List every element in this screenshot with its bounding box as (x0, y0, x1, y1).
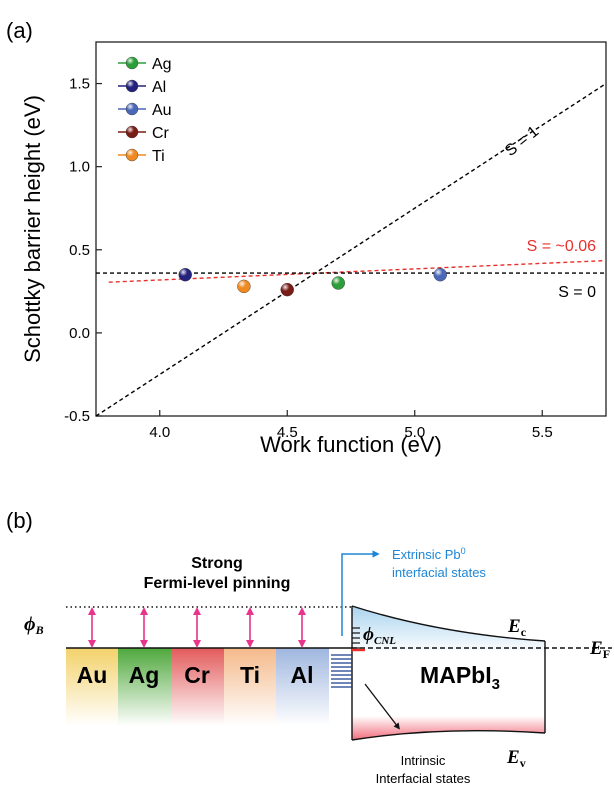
data-point-highlight (331, 276, 345, 290)
metal-block-au (66, 648, 118, 726)
phi-cnl-symbol: ϕCNL (363, 624, 396, 647)
legend-label-ti: Ti (152, 148, 165, 165)
data-points (178, 268, 447, 297)
panel-a-label: (a) (6, 18, 33, 43)
panel-b-label: (b) (6, 508, 33, 533)
data-point-highlight (178, 268, 192, 282)
valence-band-edge (351, 729, 546, 741)
data-point-highlight (433, 268, 447, 282)
metal-label-au: Au (77, 662, 108, 688)
y-axis-label: Schottky barrier height (eV) (20, 95, 45, 363)
x-tick-label: 5.5 (532, 424, 553, 441)
ec-label: Ec (507, 616, 527, 639)
legend-label-au: Au (152, 102, 172, 119)
legend-label-al: Al (152, 79, 166, 96)
band-diagram: Strong Fermi-level pinning ϕB Au Ag Cr T… (24, 546, 612, 786)
conduction-band-fill (352, 606, 545, 653)
metal-block-ag (118, 648, 171, 726)
legend-marker-highlight (126, 149, 138, 161)
extrinsic-label-line1: Extrinsic Pb0 (392, 546, 466, 562)
metal-block-cr (171, 648, 224, 726)
x-axis-label: Work function (eV) (260, 432, 442, 457)
y-tick-label: 0.5 (69, 242, 90, 259)
chart-plot: 4.0 4.5 5.0 5.5 -0.5 0.0 0.5 1.0 1.5 Ag Al Au Cr Ti… (20, 41, 607, 457)
legend-label-cr: Cr (152, 125, 170, 142)
ev-label: Ev (506, 747, 526, 770)
y-tick-label: 1.5 (69, 76, 90, 93)
x-axis-ticks: 4.0 4.5 5.0 5.5 (149, 410, 553, 441)
legend-marker-highlight (126, 57, 138, 69)
legend-marker-highlight (126, 103, 138, 115)
x-tick-label: 4.5 (277, 424, 298, 441)
metal-label-cr: Cr (184, 662, 210, 688)
phi-b-symbol: ϕB (24, 613, 44, 637)
metal-block-al (276, 648, 329, 726)
intrinsic-arrow (364, 683, 400, 730)
line-label-s0: S = 0 (558, 284, 596, 301)
y-tick-label: 0.0 (69, 325, 90, 342)
plot-frame (95, 41, 607, 417)
legend: Ag Al Au Cr Ti (118, 56, 172, 165)
extrinsic-label-line2: interfacial states (392, 565, 486, 580)
metal-label-ag: Ag (129, 662, 160, 688)
metal-label-ti: Ti (240, 662, 260, 688)
intrinsic-label-line2: Interfacial states (376, 771, 471, 786)
legend-marker-highlight (126, 126, 138, 138)
x-tick-label: 5.0 (404, 424, 425, 441)
metal-label-al: Al (291, 662, 314, 688)
x-tick-label: 4.0 (149, 424, 170, 441)
line-label-s006: S = ~0.06 (527, 238, 596, 255)
fit-line-1 (108, 259, 607, 283)
ef-label: EF (589, 638, 610, 661)
extrinsic-arrow (341, 550, 380, 636)
semiconductor-label: MAPbI3 (420, 662, 500, 693)
fit-line-0 (95, 82, 607, 417)
y-tick-label: 1.0 (69, 159, 90, 176)
conduction-band-edge (351, 605, 546, 642)
y-tick-label: -0.5 (64, 408, 90, 425)
data-point-highlight (237, 279, 251, 293)
legend-label-ag: Ag (152, 56, 172, 73)
legend-marker-highlight (126, 80, 138, 92)
data-point-highlight (280, 283, 294, 297)
intrinsic-label-line1: Intrinsic (401, 753, 446, 768)
metal-block-ti (224, 648, 276, 726)
y-axis-ticks: -0.5 0.0 0.5 1.0 1.5 (64, 76, 102, 425)
diagram-title-line1: Strong (191, 555, 243, 572)
interface-states (331, 627, 360, 688)
diagram-title-line2: Fermi-level pinning (144, 575, 291, 592)
